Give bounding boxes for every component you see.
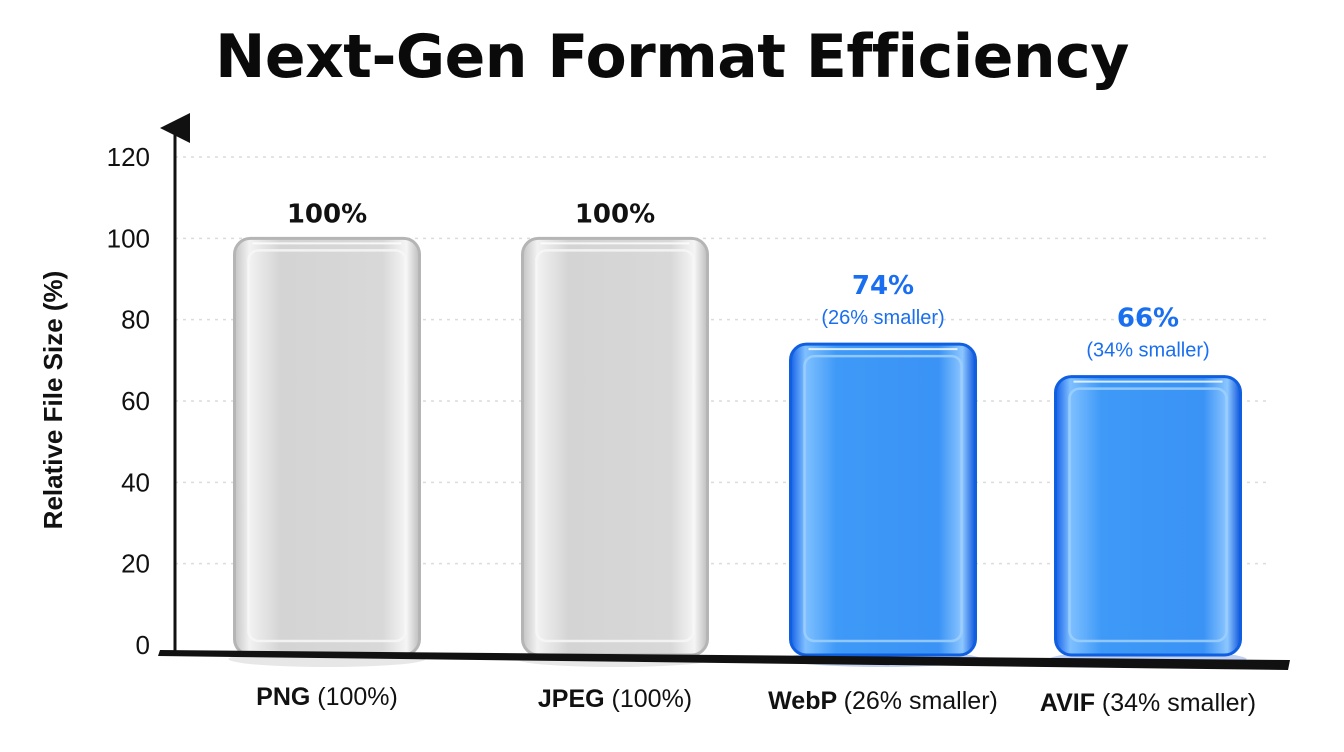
bar: [521, 236, 709, 657]
bar: [1054, 375, 1242, 657]
axes: [158, 113, 1290, 670]
value-sublabel: (34% smaller): [1086, 340, 1209, 362]
x-axis-line: [158, 650, 1290, 670]
x-tick-label: WebP (26% smaller): [768, 687, 998, 715]
chart-title: Next-Gen Format Efficiency: [215, 22, 1129, 92]
value-label: 100%: [575, 199, 655, 229]
value-label: 74%: [852, 271, 914, 301]
y-tick-label: 60: [121, 386, 150, 416]
bar-highlight: [535, 249, 695, 643]
y-tick-label: 20: [121, 549, 150, 579]
y-tick-label: 100: [107, 223, 150, 253]
y-tick-label: 40: [121, 467, 150, 497]
y-axis-ticks: 0 20 40 60 80 100 120: [107, 142, 150, 660]
bar-highlight: [803, 354, 963, 643]
x-axis-labels: PNG (100%) JPEG (100%) WebP (26% smaller) A…: [256, 683, 1256, 717]
bar: [233, 236, 421, 657]
value-labels: 100% 100% 74% (26% smaller) 66% (34% smaller): [287, 199, 1210, 361]
bar-highlight: [247, 249, 407, 643]
x-tick-label: AVIF (34% smaller): [1040, 689, 1256, 717]
value-sublabel: (26% smaller): [821, 307, 944, 329]
y-tick-label: 120: [107, 142, 150, 172]
y-axis-label: Relative File Size (%): [38, 271, 68, 530]
bar-highlight: [1068, 387, 1228, 643]
bars: [228, 236, 1247, 667]
y-tick-label: 0: [136, 630, 150, 660]
y-tick-label: 80: [121, 305, 150, 335]
bar: [789, 342, 977, 657]
x-tick-label: PNG (100%): [256, 683, 398, 711]
value-label: 66%: [1117, 304, 1179, 334]
x-tick-label: JPEG (100%): [538, 685, 692, 713]
value-label: 100%: [287, 199, 367, 229]
